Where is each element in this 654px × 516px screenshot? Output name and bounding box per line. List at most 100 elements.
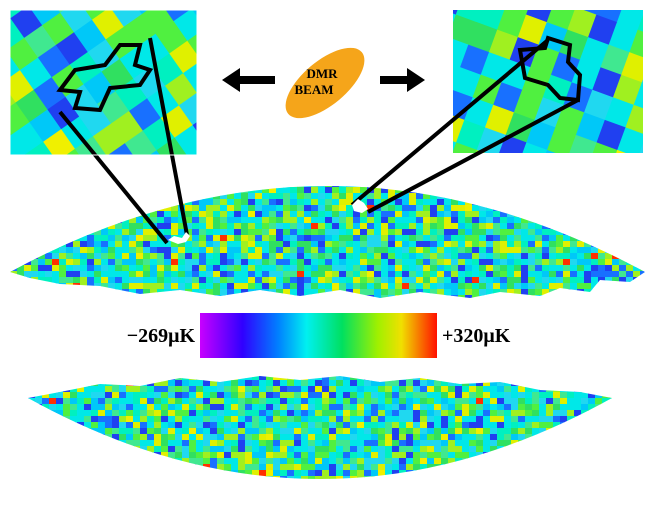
sky-pixel <box>591 211 599 218</box>
sky-pixel <box>238 139 270 172</box>
sky-pixel <box>290 253 298 260</box>
sky-pixel <box>465 193 473 200</box>
sky-pixel <box>220 259 228 266</box>
sky-pixel <box>374 157 382 164</box>
sky-pixel <box>374 199 382 206</box>
sky-pixel <box>259 452 267 459</box>
sky-pixel <box>112 482 120 489</box>
sky-pixel <box>434 380 442 387</box>
sky-pixel <box>301 482 309 489</box>
sky-pixel <box>199 277 207 284</box>
sky-pixel <box>472 205 480 212</box>
sky-pixel <box>185 217 193 224</box>
sky-pixel <box>539 494 547 501</box>
sky-pixel <box>147 376 155 381</box>
sky-pixel <box>140 476 148 479</box>
sky-pixel <box>483 416 491 423</box>
sky-pixel <box>395 223 403 230</box>
sky-pixel <box>10 217 18 224</box>
sky-pixel <box>402 283 410 290</box>
sky-pixel <box>528 199 536 206</box>
sky-pixel <box>203 476 211 479</box>
sky-pixel <box>353 235 361 242</box>
sky-pixel <box>514 265 522 272</box>
sky-pixel <box>633 193 641 200</box>
sky-pixel <box>217 470 225 477</box>
sky-pixel <box>598 217 606 224</box>
sky-pixel <box>427 452 435 459</box>
sky-pixel <box>280 488 288 495</box>
sky-pixel <box>115 259 123 266</box>
sky-pixel <box>385 476 393 479</box>
sky-pixel <box>584 186 592 188</box>
sky-pixel <box>105 452 113 459</box>
sky-pixel <box>102 175 134 208</box>
sky-pixel <box>192 186 200 188</box>
sky-pixel <box>507 205 515 212</box>
sky-pixel <box>119 452 127 459</box>
sky-pixel <box>619 157 627 164</box>
sky-pixel <box>101 271 109 278</box>
sky-pixel <box>626 175 634 182</box>
sky-pixel <box>416 205 424 212</box>
sky-pixel <box>98 422 106 429</box>
sky-pixel <box>224 476 232 479</box>
sky-pixel <box>483 488 491 495</box>
sky-pixel <box>213 289 221 296</box>
sky-pixel <box>549 259 557 266</box>
sky-pixel <box>595 500 603 507</box>
sky-pixel <box>609 398 612 405</box>
sky-pixel <box>192 283 200 290</box>
sky-pixel <box>560 488 568 495</box>
sky-pixel <box>311 295 319 298</box>
sky-pixel <box>395 241 403 248</box>
sky-pixel <box>322 404 330 411</box>
sky-pixel <box>507 289 515 296</box>
sky-pixel <box>301 494 309 501</box>
sky-pixel <box>560 392 568 399</box>
sky-pixel <box>17 265 25 272</box>
sky-pixel <box>602 404 610 411</box>
sky-pixel <box>154 404 162 411</box>
sky-pixel <box>353 169 361 176</box>
sky-pixel <box>546 506 554 513</box>
sky-pixel <box>304 186 312 188</box>
sky-pixel <box>483 458 491 465</box>
sky-pixel <box>402 175 410 182</box>
sky-pixel <box>364 404 372 411</box>
sky-pixel <box>385 428 393 435</box>
sky-pixel <box>178 223 186 230</box>
sky-pixel <box>266 446 274 453</box>
sky-pixel <box>154 464 162 471</box>
sky-pixel <box>343 464 351 471</box>
sky-pixel <box>444 205 452 212</box>
sky-pixel <box>325 247 333 254</box>
sky-pixel <box>182 440 190 447</box>
sky-pixel <box>280 428 288 435</box>
sky-pixel <box>588 470 596 477</box>
sky-pixel <box>80 163 88 170</box>
sky-pixel <box>595 386 603 393</box>
sky-pixel <box>553 500 561 507</box>
sky-pixel <box>276 157 284 164</box>
sky-pixel <box>105 506 113 513</box>
sky-pixel <box>217 386 225 393</box>
sky-pixel <box>612 235 620 242</box>
sky-pixel <box>185 229 193 236</box>
sky-pixel <box>119 470 127 477</box>
sky-pixel <box>476 452 484 459</box>
sky-pixel <box>17 163 25 170</box>
sky-pixel <box>206 235 214 242</box>
sky-pixel <box>413 376 421 381</box>
sky-pixel <box>35 458 43 465</box>
sky-pixel <box>493 157 501 164</box>
sky-pixel <box>336 494 344 501</box>
sky-pixel <box>31 295 39 298</box>
sky-pixel <box>252 376 260 381</box>
sky-pixel <box>346 145 354 152</box>
sky-pixel <box>343 416 351 423</box>
sky-pixel <box>24 265 32 272</box>
sky-pixel <box>469 410 477 417</box>
sky-pixel <box>269 169 277 176</box>
sky-pixel <box>157 193 165 200</box>
